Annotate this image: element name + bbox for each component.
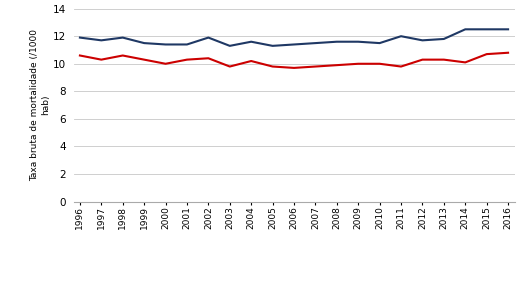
Continente [334,63,340,67]
Continente [312,65,319,68]
Região de Saúde do Centro [77,36,83,39]
Região de Saúde do Centro [205,36,212,39]
Continente [484,52,490,56]
Continente [227,65,233,68]
Continente [440,58,447,61]
Continente [77,54,83,57]
Continente [269,65,276,68]
Região de Saúde do Centro [334,40,340,43]
Região de Saúde do Centro [291,43,297,46]
Região de Saúde do Centro [484,28,490,31]
Continente [184,58,190,61]
Região de Saúde do Centro [184,43,190,46]
Continente [419,58,426,61]
Região de Saúde do Centro [505,28,511,31]
Continente [398,65,404,68]
Y-axis label: Taxa bruta de mortalidade (/1000
hab): Taxa bruta de mortalidade (/1000 hab) [30,29,50,181]
Região de Saúde do Centro [269,44,276,48]
Continente [505,51,511,54]
Line: Continente: Continente [80,53,508,68]
Região de Saúde do Centro [248,40,254,43]
Região de Saúde do Centro [141,41,148,45]
Continente [248,59,254,63]
Região de Saúde do Centro [227,44,233,48]
Região de Saúde do Centro [440,37,447,41]
Continente [462,61,468,64]
Continente [162,62,169,65]
Região de Saúde do Centro [398,35,404,38]
Continente [205,56,212,60]
Continente [98,58,104,61]
Região de Saúde do Centro [98,39,104,42]
Região de Saúde do Centro [355,40,361,43]
Região de Saúde do Centro [419,39,426,42]
Continente [120,54,126,57]
Continente [355,62,361,65]
Line: Região de Saúde do Centro: Região de Saúde do Centro [80,29,508,46]
Região de Saúde do Centro [376,41,383,45]
Continente [291,66,297,70]
Continente [376,62,383,65]
Região de Saúde do Centro [162,43,169,46]
Região de Saúde do Centro [120,36,126,39]
Continente [141,58,148,61]
Região de Saúde do Centro [462,28,468,31]
Região de Saúde do Centro [312,41,319,45]
